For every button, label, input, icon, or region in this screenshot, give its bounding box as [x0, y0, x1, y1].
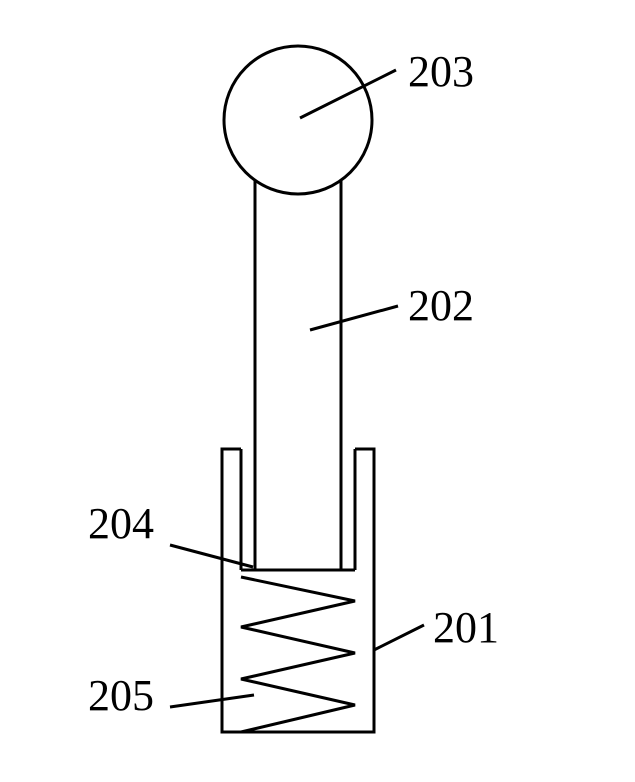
label-outer_box: 201	[433, 603, 499, 652]
rod-fill	[255, 145, 341, 570]
leader-spring	[170, 695, 254, 707]
label-ball: 203	[408, 47, 474, 96]
label-spring: 205	[88, 671, 154, 720]
spring	[241, 577, 355, 732]
label-rod: 202	[408, 281, 474, 330]
label-separator: 204	[88, 499, 154, 548]
ball	[224, 46, 372, 194]
leader-outer_box	[374, 625, 424, 650]
